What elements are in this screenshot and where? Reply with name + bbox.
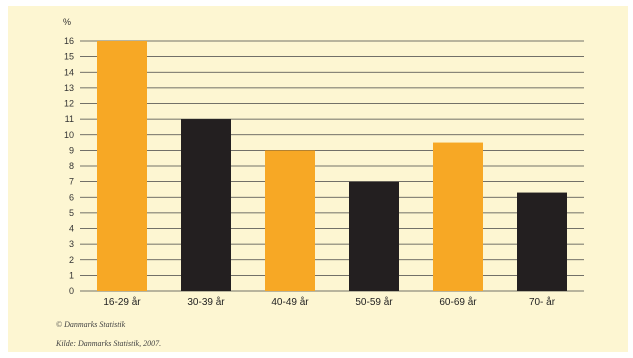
bar [349, 181, 399, 291]
bar [517, 192, 567, 291]
x-axis-labels: 16-29 år 30-39 år 40-49 år 50-59 år 60-69 år… [103, 296, 555, 308]
y-tick-label: 4 [69, 224, 74, 234]
y-tick-label: 13 [64, 83, 74, 93]
y-tick-label: 8 [69, 161, 74, 171]
x-tick-label: 50-59 år [355, 296, 393, 308]
y-tick-label: 5 [69, 208, 74, 218]
y-tick-label: 6 [69, 192, 74, 202]
y-tick-label: 9 [69, 145, 74, 155]
bars [97, 41, 567, 291]
copyright-note: © Danmarks Statistik [56, 320, 126, 329]
y-tick-label: 1 [69, 270, 74, 280]
y-tick-label: 10 [64, 130, 74, 140]
x-tick-label: 16-29 år [103, 296, 141, 308]
y-tick-label: 11 [65, 114, 74, 124]
bar [181, 119, 231, 291]
y-tick-label: 2 [69, 255, 74, 265]
y-tick-label: 16 [64, 36, 74, 46]
y-tick-label: 0 [69, 286, 74, 296]
y-tick-label: 12 [64, 99, 74, 109]
y-tick-label: 3 [69, 239, 74, 249]
source-note: Kilde: Danmarks Statistik, 2007. [56, 339, 162, 348]
y-axis-unit-label: % [63, 17, 71, 27]
bar [433, 142, 483, 291]
gridlines [80, 40, 584, 292]
chart-panel: % 0 1 2 3 4 5 6 7 8 9 10 11 12 13 14 15 16 16-29 år 30-39… [8, 6, 628, 352]
y-tick-label: 15 [64, 52, 74, 62]
y-tick-label: 7 [69, 177, 74, 187]
x-tick-label: 30-39 år [187, 296, 225, 308]
x-tick-label: 60-69 år [439, 296, 477, 308]
y-tick-label: 14 [64, 67, 74, 77]
x-tick-label: 70- år [529, 296, 556, 308]
x-tick-label: 40-49 år [271, 296, 309, 308]
bar [265, 150, 315, 291]
bar [97, 41, 147, 291]
